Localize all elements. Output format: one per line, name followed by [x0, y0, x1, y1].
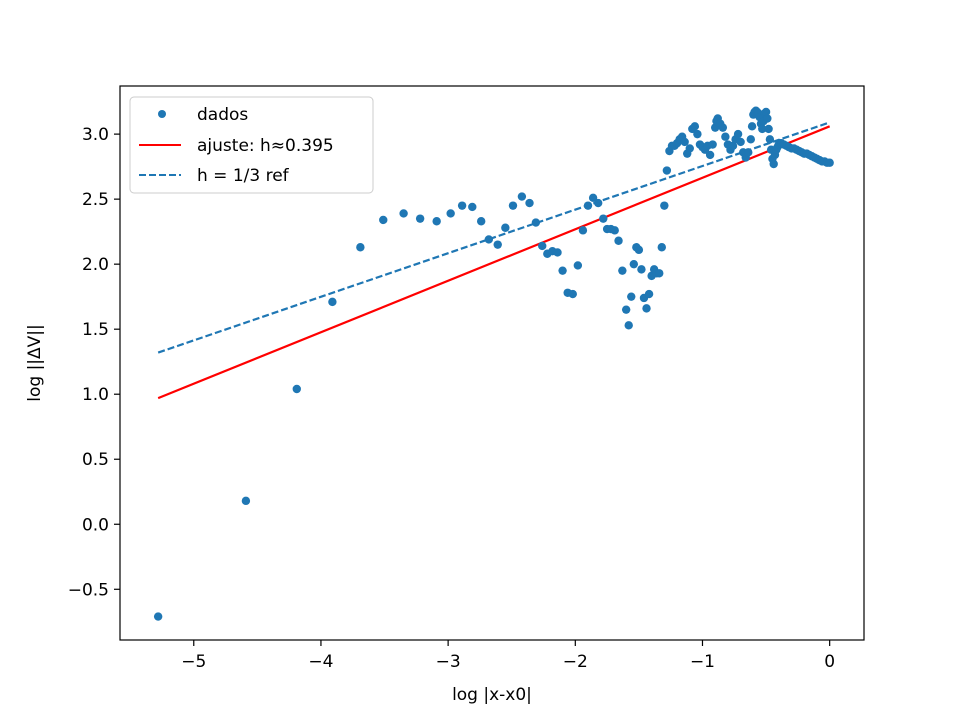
data-point — [764, 124, 773, 134]
legend-box — [129, 96, 374, 194]
data-point — [644, 289, 654, 299]
data-point — [746, 135, 756, 144]
data-point — [415, 214, 425, 223]
legend-marker-dados — [158, 110, 166, 118]
data-point — [568, 289, 577, 299]
x-tick-label: 0 — [824, 652, 835, 672]
data-point — [501, 223, 510, 232]
legend-label-dados: dados — [197, 105, 248, 125]
y-tick-label: 1.5 — [82, 320, 109, 340]
data-point — [583, 201, 593, 210]
fit-line — [157, 125, 831, 400]
data-point — [614, 236, 623, 245]
data-point — [708, 140, 717, 149]
data-point — [705, 150, 715, 160]
data-point — [531, 218, 541, 227]
data-point — [728, 141, 738, 151]
y-tick-label: 0.0 — [82, 515, 109, 535]
data-point — [153, 612, 163, 621]
data-point — [379, 215, 388, 225]
y-axis-label: log ||ΔV|| — [25, 324, 45, 402]
x-tick-label: −3 — [436, 652, 461, 672]
data-point — [657, 243, 666, 252]
data-point — [721, 132, 730, 141]
y-axis-ticks: −0.5 0.0 0.5 1.0 1.5 2.0 2.5 3.0 — [68, 125, 120, 600]
x-axis-label: log |x-x0| — [452, 685, 532, 705]
legend-label-fit: ajuste: h≈0.395 — [197, 136, 334, 156]
y-tick-label: 2.5 — [82, 190, 109, 210]
data-point — [292, 384, 301, 394]
data-point — [660, 201, 669, 210]
data-point — [241, 496, 251, 506]
data-point — [610, 226, 619, 235]
data-point — [769, 159, 778, 169]
data-point — [765, 135, 775, 144]
reference-line-h-1-3 — [157, 121, 831, 354]
data-points-layer — [153, 106, 834, 621]
x-axis-ticks: −5 −4 −3 −2 −1 0 — [181, 640, 835, 672]
data-point — [446, 209, 455, 218]
data-point — [680, 137, 689, 147]
data-point — [662, 166, 672, 175]
data-point — [744, 148, 753, 157]
y-tick-label: 0.5 — [82, 450, 109, 470]
data-point — [476, 217, 486, 226]
data-point — [637, 265, 646, 274]
data-point — [621, 305, 631, 314]
data-point — [747, 122, 757, 131]
data-point — [825, 158, 834, 167]
x-tick-label: −1 — [690, 652, 715, 672]
x-tick-label: −4 — [308, 652, 333, 672]
data-point — [690, 122, 700, 131]
data-point — [432, 217, 441, 226]
y-tick-label: −0.5 — [68, 580, 109, 600]
data-point — [538, 241, 547, 251]
data-point — [624, 321, 633, 330]
y-tick-label: 3.0 — [82, 125, 109, 145]
data-point — [627, 292, 636, 301]
data-point — [733, 129, 743, 139]
data-point — [525, 198, 534, 208]
data-point — [578, 226, 588, 235]
y-tick-label: 1.0 — [82, 385, 109, 405]
plot-frame — [119, 85, 865, 641]
legend-label-ref: h = 1/3 ref — [197, 166, 290, 186]
x-tick-label: −5 — [181, 652, 206, 672]
data-point — [573, 261, 583, 270]
data-point — [468, 202, 477, 212]
data-point — [618, 266, 627, 275]
data-point — [763, 114, 772, 123]
data-point — [736, 137, 745, 147]
data-point — [457, 201, 467, 210]
data-point — [718, 123, 728, 132]
data-point — [629, 259, 639, 269]
data-point — [693, 129, 702, 139]
data-point — [588, 193, 598, 203]
data-point — [493, 240, 502, 249]
data-point — [593, 198, 603, 208]
data-point — [758, 124, 767, 134]
data-point — [655, 269, 664, 278]
data-point — [517, 192, 527, 201]
x-tick-label: −2 — [563, 652, 588, 672]
data-point — [356, 243, 365, 252]
data-point — [558, 266, 567, 275]
data-point — [599, 214, 608, 223]
data-point — [642, 304, 651, 313]
data-point — [553, 248, 562, 257]
data-point — [634, 245, 644, 255]
fit-lines-layer — [157, 121, 831, 400]
data-point — [761, 107, 771, 117]
data-point — [328, 297, 337, 307]
data-point — [484, 235, 494, 244]
data-point — [685, 144, 694, 153]
y-tick-label: 2.0 — [82, 255, 109, 275]
data-point — [399, 209, 408, 218]
legend: dados ajuste: h≈0.395 h = 1/3 ref — [129, 96, 374, 194]
data-point — [508, 201, 518, 210]
